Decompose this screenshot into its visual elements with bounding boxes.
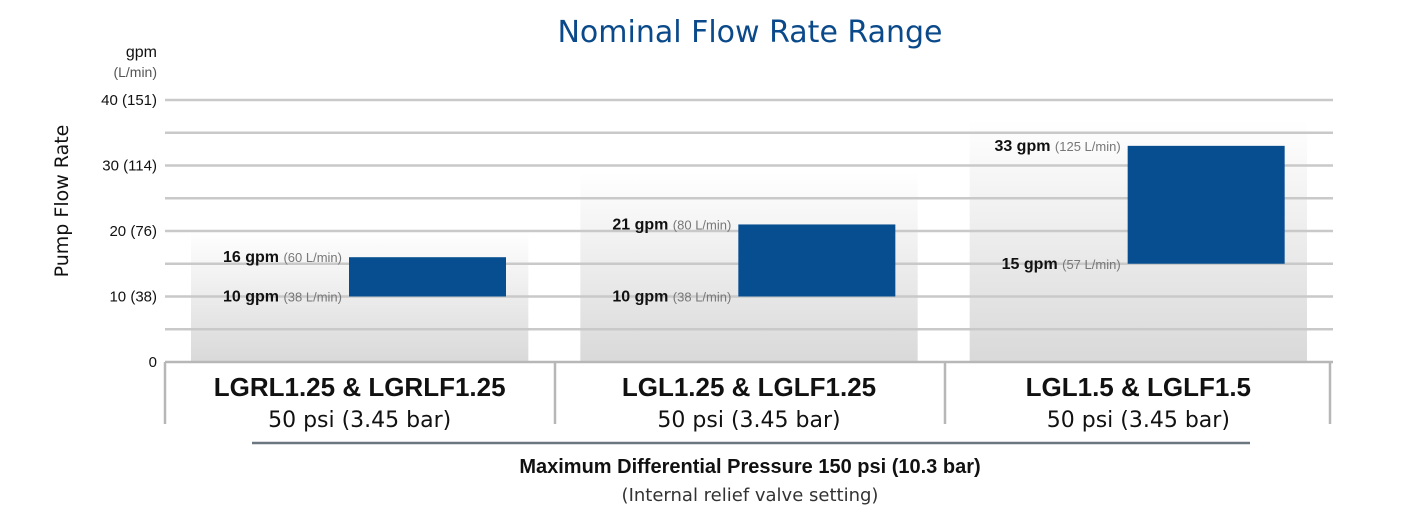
bar-high-value: 21 gpm (612, 216, 672, 233)
y-ticks: 0 10 (38) 20 (76) 30 (114) 40 (151) (101, 92, 157, 371)
bar-labels: 16 gpm (60 L/min) 10 gpm (38 L/min) 21 gpm… (223, 138, 1121, 306)
category-pressure: 50 psi (3.45 bar) (657, 408, 840, 433)
y-unit-primary: gpm (126, 44, 157, 61)
y-unit-secondary: (L/min) (113, 64, 157, 80)
bar-low-metric: (38 L/min) (283, 290, 342, 305)
bar-low-metric: (38 L/min) (673, 290, 732, 305)
category-name: LGL1.25 & LGLF1.25 (622, 372, 876, 402)
bar-low-label: 10 gpm (38 L/min) (612, 289, 731, 306)
category-name: LGL1.5 & LGLF1.5 (1026, 372, 1251, 402)
range-bar (738, 224, 896, 297)
range-bar (349, 257, 506, 297)
bar-high-metric: (60 L/min) (283, 250, 342, 265)
bar-high-metric: (80 L/min) (673, 217, 732, 232)
footer-title: Maximum Differential Pressure 150 psi (1… (519, 456, 980, 478)
bar-high-label: 21 gpm (80 L/min) (612, 216, 731, 233)
y-tick-label: 40 (151) (101, 92, 157, 109)
category-frame (163, 362, 1332, 424)
bar-high-label: 16 gpm (60 L/min) (223, 249, 342, 266)
bar-high-value: 16 gpm (223, 249, 283, 266)
category-pressure: 50 psi (3.45 bar) (268, 408, 451, 433)
y-tick-label: 20 (76) (109, 223, 157, 240)
bar-low-value: 10 gpm (612, 289, 672, 306)
category-labels: LGRL1.25 & LGRLF1.25 50 psi (3.45 bar) LGL… (214, 372, 1251, 433)
bar-low-value: 15 gpm (1002, 256, 1062, 273)
bar-low-label: 15 gpm (57 L/min) (1002, 256, 1121, 273)
y-axis-label: Pump Flow Rate (51, 125, 73, 278)
bar-high-value: 33 gpm (994, 138, 1054, 155)
bars (349, 145, 1285, 297)
y-tick-label: 30 (114) (102, 158, 157, 175)
chart-title: Nominal Flow Rate Range (557, 15, 942, 50)
bar-low-value: 10 gpm (223, 289, 283, 306)
bar-high-label: 33 gpm (125 L/min) (994, 138, 1120, 155)
bar-high-metric: (125 L/min) (1055, 139, 1121, 154)
y-tick-label: 10 (38) (109, 289, 157, 306)
category-pressure: 50 psi (3.45 bar) (1047, 408, 1230, 433)
bar-low-label: 10 gpm (38 L/min) (223, 289, 342, 306)
y-tick-label: 0 (149, 354, 157, 371)
footer-subtitle: (Internal relief valve setting) (622, 485, 879, 506)
bar-low-metric: (57 L/min) (1062, 257, 1121, 272)
range-bar (1127, 145, 1285, 264)
category-name: LGRL1.25 & LGRLF1.25 (214, 372, 506, 402)
